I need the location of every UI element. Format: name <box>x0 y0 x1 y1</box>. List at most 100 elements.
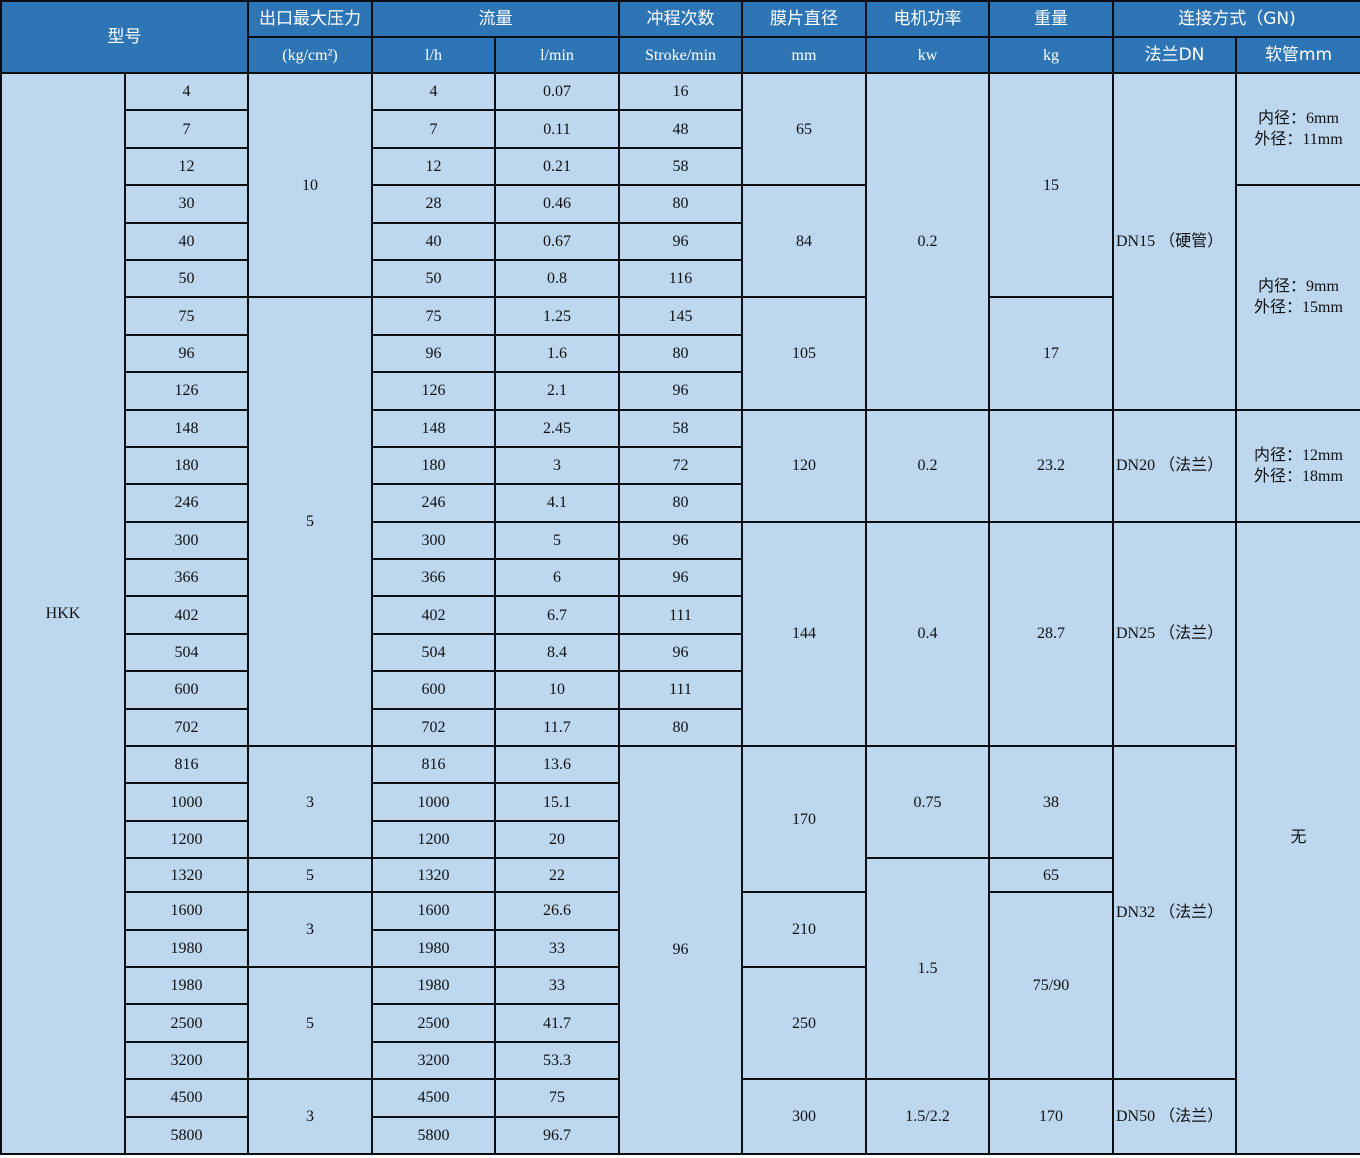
cell-stroke: 111 <box>618 670 743 710</box>
cell-flow_lh: 4500 <box>371 1078 496 1118</box>
cell-weight: 23.2 <box>988 408 1114 523</box>
cell-weight: 28.7 <box>988 520 1114 748</box>
cell-flow_lh: 28 <box>371 184 496 224</box>
cell-model: 366 <box>124 558 249 598</box>
table-row: 2500 2500 41.7 <box>1 1003 1360 1043</box>
cell-flow_lmin: 33 <box>494 965 620 1006</box>
header-pressure-unit: (kg/cm²) <box>247 36 373 74</box>
cell-model: 1600 <box>124 891 249 931</box>
table-row: 96 96 1.6 80 <box>1 333 1360 374</box>
cell-flow_lmin: 0.67 <box>494 221 620 261</box>
cell-model: 148 <box>124 408 249 448</box>
header-diaphragm: 膜片直径 <box>741 0 867 38</box>
header-connection: 连接方式（GN) <box>1112 0 1360 38</box>
cell-model: 246 <box>124 483 249 523</box>
cell-flow_lmin: 0.11 <box>494 109 620 149</box>
cell-flow_lmin: 0.07 <box>494 71 620 112</box>
cell-weight: 38 <box>988 745 1114 860</box>
cell-flow_lh: 600 <box>371 670 496 710</box>
cell-model: 504 <box>124 632 249 673</box>
cell-flange: DN32 （法兰） <box>1112 745 1237 1081</box>
cell-model: 50 <box>124 258 249 299</box>
cell-diaphragm: 210 <box>741 891 867 968</box>
header-flow: 流量 <box>371 0 620 38</box>
cell-flow_lmin: 0.8 <box>494 258 620 299</box>
table-row: 1600 3 1600 26.6 210 75/90 <box>1 891 1360 1081</box>
cell-hose: 内径：6mm 外径：11mm <box>1235 71 1360 187</box>
cell-flow_lh: 1600 <box>371 891 496 931</box>
cell-motor: 0.75 <box>865 745 990 860</box>
cell-motor: 1.5/2.2 <box>865 1078 990 1155</box>
cell-stroke: 116 <box>618 258 743 299</box>
header-flow-lh: l/h <box>371 36 496 74</box>
table-row: 402 402 6.7 111 <box>1 595 1360 635</box>
cell-flange: DN25 （法兰） <box>1112 520 1237 748</box>
cell-stroke: 145 <box>618 296 743 336</box>
cell-flow_lmin: 10 <box>494 670 620 710</box>
cell-weight: 170 <box>988 1078 1114 1155</box>
cell-flow_lh: 504 <box>371 632 496 673</box>
cell-flow_lmin: 4.1 <box>494 483 620 523</box>
cell-flow_lmin: 22 <box>494 857 620 894</box>
cell-flow_lmin: 75 <box>494 1078 620 1118</box>
cell-weight: 75/90 <box>988 891 1114 1081</box>
cell-flow_lh: 96 <box>371 333 496 374</box>
cell-motor: 0.2 <box>865 408 990 523</box>
cell-model: 30 <box>124 184 249 224</box>
cell-stroke: 96 <box>618 520 743 561</box>
cell-model: 126 <box>124 371 249 411</box>
cell-weight: 65 <box>988 857 1114 894</box>
cell-motor: 0.2 <box>865 72 990 411</box>
cell-flange: DN20 （法兰） <box>1112 408 1237 523</box>
table-row: 246 246 4.1 80 <box>1 483 1360 523</box>
cell-flow_lmin: 5 <box>494 520 620 561</box>
header-motor-unit: kw <box>865 36 990 74</box>
table-row: 12 12 0.21 58 <box>1 146 1360 187</box>
header-hose: 软管mm <box>1235 36 1360 74</box>
cell-diaphragm: 300 <box>741 1078 867 1155</box>
cell-flow_lmin: 0.46 <box>494 184 620 224</box>
cell-flow_lmin: 11.7 <box>494 707 620 748</box>
cell-flow_lmin: 2.1 <box>494 371 620 411</box>
cell-stroke: 96 <box>618 221 743 261</box>
table-row: 1980 1980 33 <box>1 928 1360 968</box>
table-row: 75 5 75 1.25 145 105 17 <box>1 296 1360 748</box>
cell-diaphragm: 120 <box>741 408 867 523</box>
cell-stroke: 80 <box>618 707 743 748</box>
cell-pressure: 5 <box>247 965 373 1081</box>
cell-model: 402 <box>124 595 249 635</box>
cell-model: 702 <box>124 707 249 748</box>
cell-diaphragm: 250 <box>741 965 867 1081</box>
cell-hose: 无 <box>1235 520 1360 1155</box>
cell-pressure: 5 <box>247 857 373 894</box>
header-flange: 法兰DN <box>1112 36 1237 74</box>
cell-stroke: 80 <box>618 333 743 374</box>
cell-flow_lmin: 8.4 <box>494 632 620 673</box>
cell-flow_lh: 1980 <box>371 965 496 1006</box>
cell-model: 1320 <box>124 857 249 894</box>
table-body: HKK 4 10 4 0.07 16 65 0.2 15 DN15 （硬管） 内径：6mm 外径：1… <box>0 71 1360 1155</box>
cell-model: 5800 <box>124 1115 249 1155</box>
cell-model: 300 <box>124 520 249 561</box>
cell-hose: 内径：9mm 外径：15mm <box>1235 184 1360 411</box>
cell-diaphragm: 144 <box>741 520 867 748</box>
cell-diaphragm: 105 <box>741 296 867 411</box>
cell-stroke: 96 <box>618 371 743 411</box>
cell-flow_lh: 180 <box>371 445 496 486</box>
cell-stroke: 58 <box>618 146 743 187</box>
cell-weight: 15 <box>988 71 1114 299</box>
cell-flow_lh: 3200 <box>371 1040 496 1081</box>
table-row: 1320 5 1320 22 1.5 65 <box>1 857 1360 1081</box>
table-row: 50 50 0.8 116 <box>1 258 1360 299</box>
cell-flow_lmin: 1.6 <box>494 333 620 374</box>
cell-flow_lmin: 20 <box>494 819 620 860</box>
cell-pressure: 5 <box>247 296 373 748</box>
cell-flow_lh: 1000 <box>371 782 496 822</box>
cell-model: 4500 <box>124 1078 249 1118</box>
cell-motor: 1.5 <box>865 857 990 1081</box>
cell-flow_lh: 300 <box>371 520 496 561</box>
cell-flow_lh: 1320 <box>371 857 496 894</box>
table-row: 148 148 2.45 58 120 0.2 23.2 DN20 （法兰） 内径：12mm 外… <box>1 408 1360 523</box>
cell-flow_lh: 702 <box>371 707 496 748</box>
